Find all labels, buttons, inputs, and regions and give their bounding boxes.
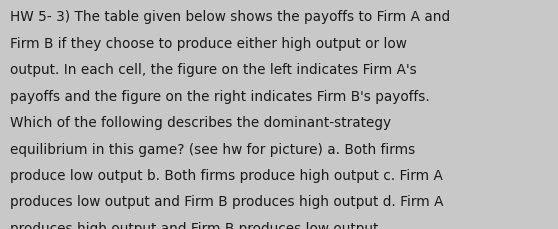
Text: output. In each cell, the figure on the left indicates Firm A's: output. In each cell, the figure on the … [10, 63, 417, 77]
Text: payoffs and the figure on the right indicates Firm B's payoffs.: payoffs and the figure on the right indi… [10, 89, 430, 103]
Text: Firm B if they choose to produce either high output or low: Firm B if they choose to produce either … [10, 37, 407, 51]
Text: produces high output and Firm B produces low output: produces high output and Firm B produces… [10, 221, 378, 229]
Text: equilibrium in this game? (see hw for picture) a. Both firms: equilibrium in this game? (see hw for pi… [10, 142, 415, 156]
Text: produces low output and Firm B produces high output d. Firm A: produces low output and Firm B produces … [10, 195, 444, 209]
Text: produce low output b. Both firms produce high output c. Firm A: produce low output b. Both firms produce… [10, 168, 443, 182]
Text: Which of the following describes the dominant-strategy: Which of the following describes the dom… [10, 116, 391, 130]
Text: HW 5- 3) The table given below shows the payoffs to Firm A and: HW 5- 3) The table given below shows the… [10, 10, 450, 24]
